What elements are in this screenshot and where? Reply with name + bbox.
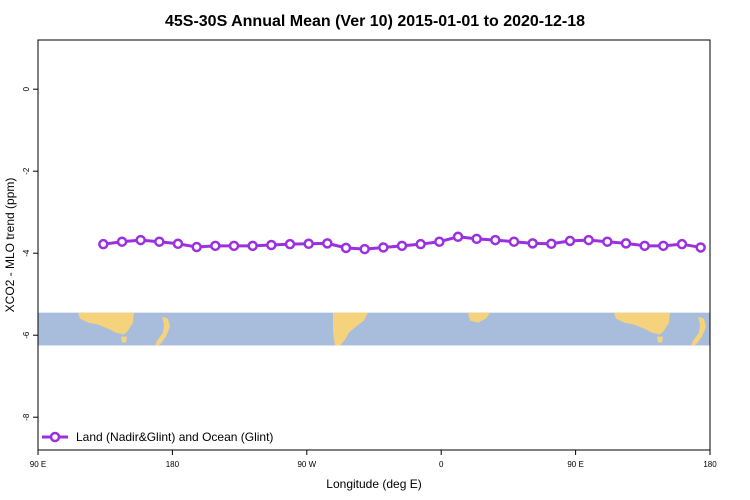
x-tick-label: 0 (439, 460, 444, 469)
land-shape-7 (691, 316, 706, 346)
plot-frame (37, 39, 711, 451)
data-point (172, 238, 184, 250)
data-point (639, 240, 650, 252)
x-axis-label: Longitude (deg E) (326, 477, 421, 491)
data-point (396, 240, 408, 252)
data-point (284, 238, 296, 250)
data-point (564, 235, 576, 247)
x-tick-label: 90 E (30, 460, 46, 469)
land-shape-0 (78, 312, 134, 335)
data-point (676, 238, 688, 250)
data-point (116, 236, 128, 247)
data-point (210, 240, 221, 252)
x-tick-label: 90 E (567, 460, 583, 469)
land-shape-5 (614, 312, 670, 335)
data-point (546, 238, 557, 250)
data-point (602, 236, 613, 247)
data-point (695, 242, 706, 253)
ocean-band (38, 312, 710, 346)
data-point (527, 238, 538, 249)
data-point (378, 242, 389, 253)
data-point (266, 239, 277, 251)
legend-label: Land (Nadir&Glint) and Ocean (Glint) (76, 430, 273, 444)
data-point (303, 238, 314, 250)
y-axis: 0 -2 -4 -6 -8 (22, 86, 38, 421)
series-layer (98, 231, 706, 255)
data-point (98, 238, 109, 250)
y-tick-label: -8 (22, 413, 31, 421)
y-axis-label: XCO2 - MLO trend (ppm) (3, 178, 17, 313)
data-point (415, 238, 426, 250)
data-point (452, 231, 464, 243)
data-point (658, 240, 669, 252)
x-tick-label: 180 (166, 460, 180, 469)
data-point (322, 238, 333, 249)
data-point (247, 240, 258, 252)
legend: Land (Nadir&Glint) and Ocean (Glint) (42, 430, 273, 444)
land-shape-3 (333, 312, 368, 346)
y-tick-label: -6 (22, 331, 31, 339)
x-tick-label: 180 (703, 460, 717, 469)
chart-title: 45S-30S Annual Mean (Ver 10) 2015-01-01 … (165, 13, 585, 30)
data-point (620, 238, 632, 249)
data-point (228, 240, 240, 252)
data-point (359, 243, 370, 255)
data-point (583, 234, 594, 246)
x-tick-label: 90 W (297, 460, 316, 469)
data-point (434, 236, 445, 247)
data-point (135, 234, 146, 246)
y-tick-label: 0 (22, 86, 31, 91)
land-shape-2 (155, 316, 170, 346)
land-shape-4 (468, 312, 490, 323)
data-point (191, 241, 202, 253)
data-point (340, 242, 352, 254)
y-tick-label: -4 (22, 249, 31, 257)
land-shape-6 (657, 336, 663, 343)
data-point (508, 236, 520, 247)
world-map-band (38, 312, 710, 346)
data-point (154, 236, 165, 247)
legend-marker (49, 431, 61, 443)
x-axis: 90 E 180 90 W 0 90 E 180 (30, 450, 717, 469)
data-point (490, 234, 501, 246)
land-shape-1 (121, 336, 127, 343)
data-point (471, 233, 482, 245)
y-tick-label: -2 (22, 167, 31, 175)
